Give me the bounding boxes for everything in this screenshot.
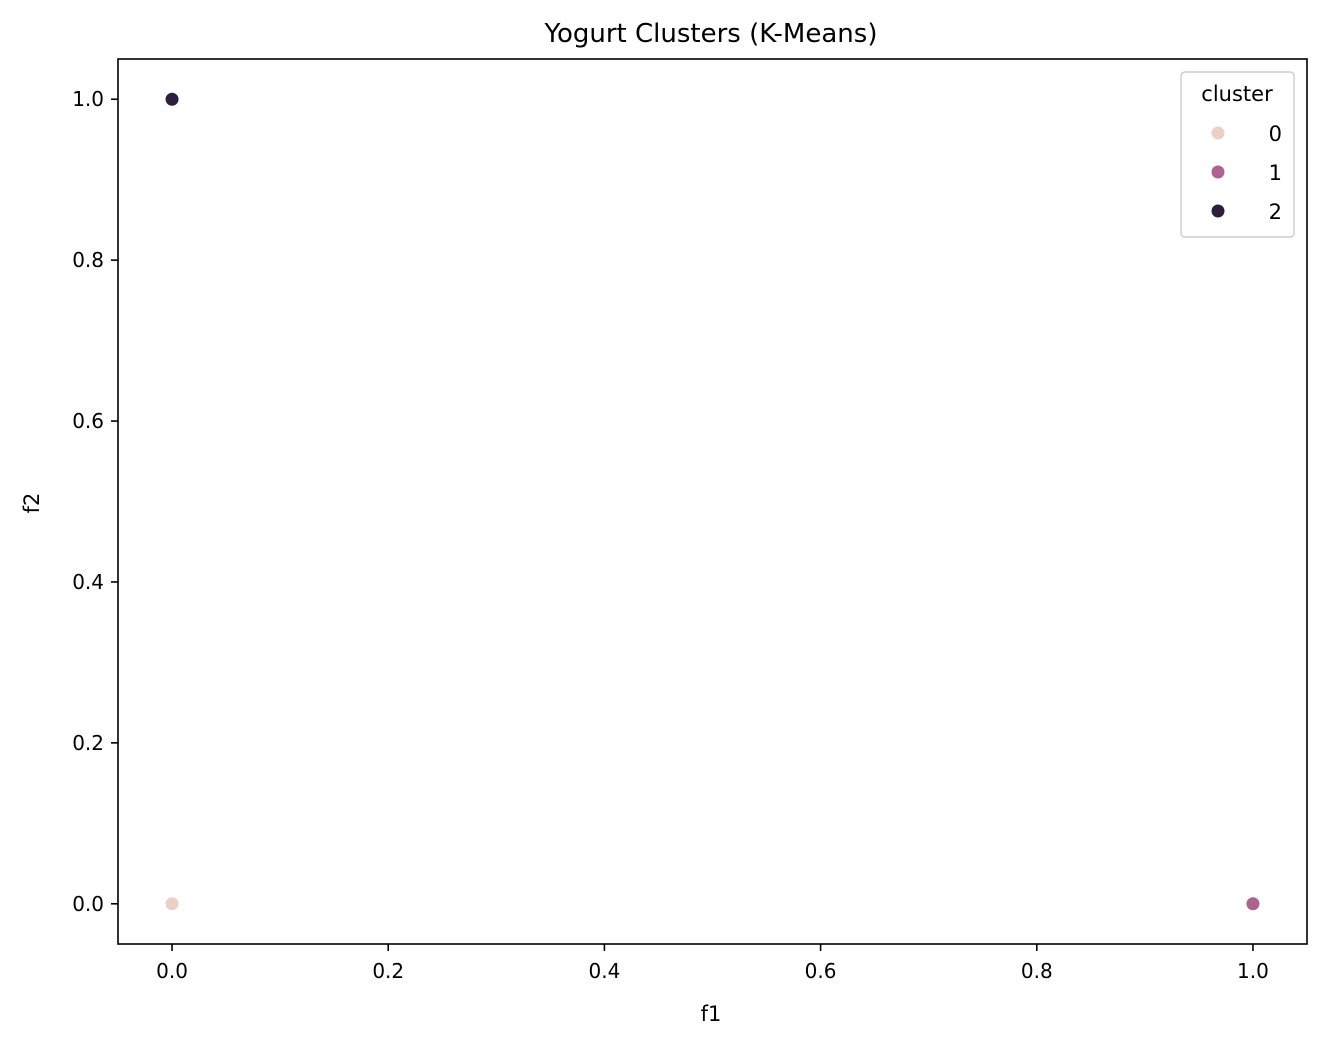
- y-tick-label: 0.8: [72, 248, 104, 272]
- data-point-cluster-1: [1245, 896, 1261, 912]
- data-point-cluster-0: [164, 896, 180, 912]
- y-tick-label: 0.6: [72, 409, 104, 433]
- x-tick-label: 1.0: [1237, 959, 1269, 983]
- plot-area: 0.0 0.2 0.4 0.6 0.8 1.0 0.0 0.2 0.4 0.6 0.8 1.0: [72, 58, 1308, 983]
- x-tick-label: 0.8: [1021, 959, 1053, 983]
- y-axis-label: f2: [20, 493, 44, 514]
- x-tick-label: 0.2: [372, 959, 404, 983]
- y-tick-label: 0.4: [72, 570, 104, 594]
- legend-label-2: 2: [1269, 200, 1282, 224]
- legend-title: cluster: [1201, 82, 1273, 106]
- legend-marker-1: [1210, 164, 1226, 180]
- legend-marker-2: [1210, 203, 1226, 219]
- legend: cluster 0 1 2: [1180, 71, 1295, 238]
- x-tick-label: 0.6: [805, 959, 837, 983]
- y-tick-label: 0.2: [72, 731, 104, 755]
- legend-marker-0: [1210, 125, 1226, 141]
- chart-title: Yogurt Clusters (K-Means): [544, 19, 878, 49]
- plot-frame: [117, 58, 1308, 945]
- x-tick-label: 0.4: [589, 959, 621, 983]
- data-point-cluster-2: [164, 91, 180, 107]
- x-axis-label: f1: [701, 1002, 722, 1026]
- legend-label-0: 0: [1269, 122, 1282, 146]
- legend-box: [1180, 71, 1295, 238]
- y-tick-label: 0.0: [72, 892, 104, 916]
- legend-label-1: 1: [1269, 161, 1282, 185]
- y-tick-label: 1.0: [72, 87, 104, 111]
- x-tick-label: 0.0: [156, 959, 188, 983]
